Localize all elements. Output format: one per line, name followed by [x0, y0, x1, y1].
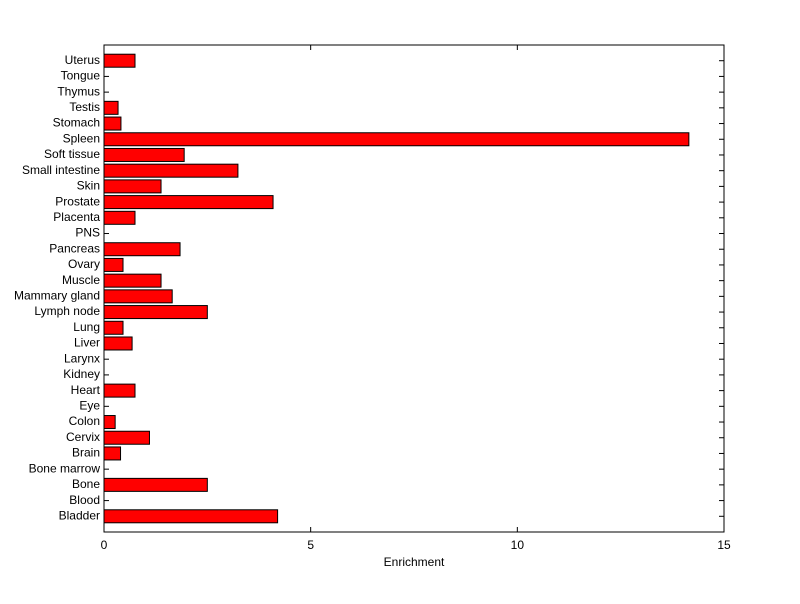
y-tick-label: Spleen [63, 131, 100, 145]
x-tick-label: 5 [307, 538, 314, 552]
bar [103, 100, 119, 115]
y-tick-label: Skin [77, 179, 100, 193]
bar [103, 132, 690, 147]
y-tick-label: Brain [72, 446, 100, 460]
y-tick-label: Cervix [66, 430, 100, 444]
y-tick-label: Tongue [61, 69, 101, 83]
bar [103, 116, 122, 131]
bar [103, 53, 136, 68]
y-tick-label: Ovary [68, 257, 100, 271]
bar [103, 320, 124, 335]
y-tick-label: Pancreas [49, 241, 100, 255]
y-tick-label: Small intestine [22, 163, 100, 177]
y-tick-label: Prostate [55, 194, 100, 208]
bar [103, 415, 116, 430]
y-tick-label: Uterus [65, 53, 100, 67]
y-tick-label: Liver [74, 336, 100, 350]
bar [103, 477, 208, 492]
y-tick-label: Lung [73, 320, 100, 334]
y-tick-label: Mammary gland [14, 289, 100, 303]
bar [103, 242, 181, 257]
y-tick-label: Thymus [57, 84, 100, 98]
x-tick-label: 0 [101, 538, 108, 552]
x-tick-label: 15 [717, 538, 731, 552]
bar [103, 336, 133, 351]
x-tick-label: 10 [511, 538, 525, 552]
bar [103, 163, 239, 178]
y-tick-label: Soft tissue [44, 147, 100, 161]
bar [103, 257, 124, 272]
bar [103, 210, 136, 225]
bar [103, 383, 136, 398]
y-tick-label: Bladder [59, 508, 100, 522]
y-tick-label: Larynx [64, 351, 100, 365]
bar [103, 147, 185, 162]
bar [103, 195, 274, 210]
x-axis-label: Enrichment [384, 555, 445, 569]
y-tick-label: Kidney [63, 367, 100, 381]
bar [103, 273, 162, 288]
y-tick-label: PNS [75, 226, 100, 240]
y-tick-label: Bone [72, 477, 100, 491]
y-tick-label: Muscle [62, 273, 100, 287]
bar [103, 179, 162, 194]
y-tick-label: Testis [69, 100, 100, 114]
y-tick-label: Colon [69, 414, 100, 428]
y-tick-label: Blood [69, 493, 100, 507]
y-tick-label: Bone marrow [29, 461, 101, 475]
bar [103, 305, 208, 320]
y-tick-label: Eye [79, 398, 100, 412]
y-tick-label: Stomach [53, 116, 100, 130]
y-tick-label: Lymph node [34, 304, 100, 318]
y-tick-label: Placenta [53, 210, 100, 224]
bar [103, 509, 279, 524]
bar [103, 289, 173, 304]
y-tick-label: Heart [71, 383, 101, 397]
bar [103, 446, 122, 461]
plot-frame [103, 44, 725, 533]
bar [103, 430, 150, 445]
